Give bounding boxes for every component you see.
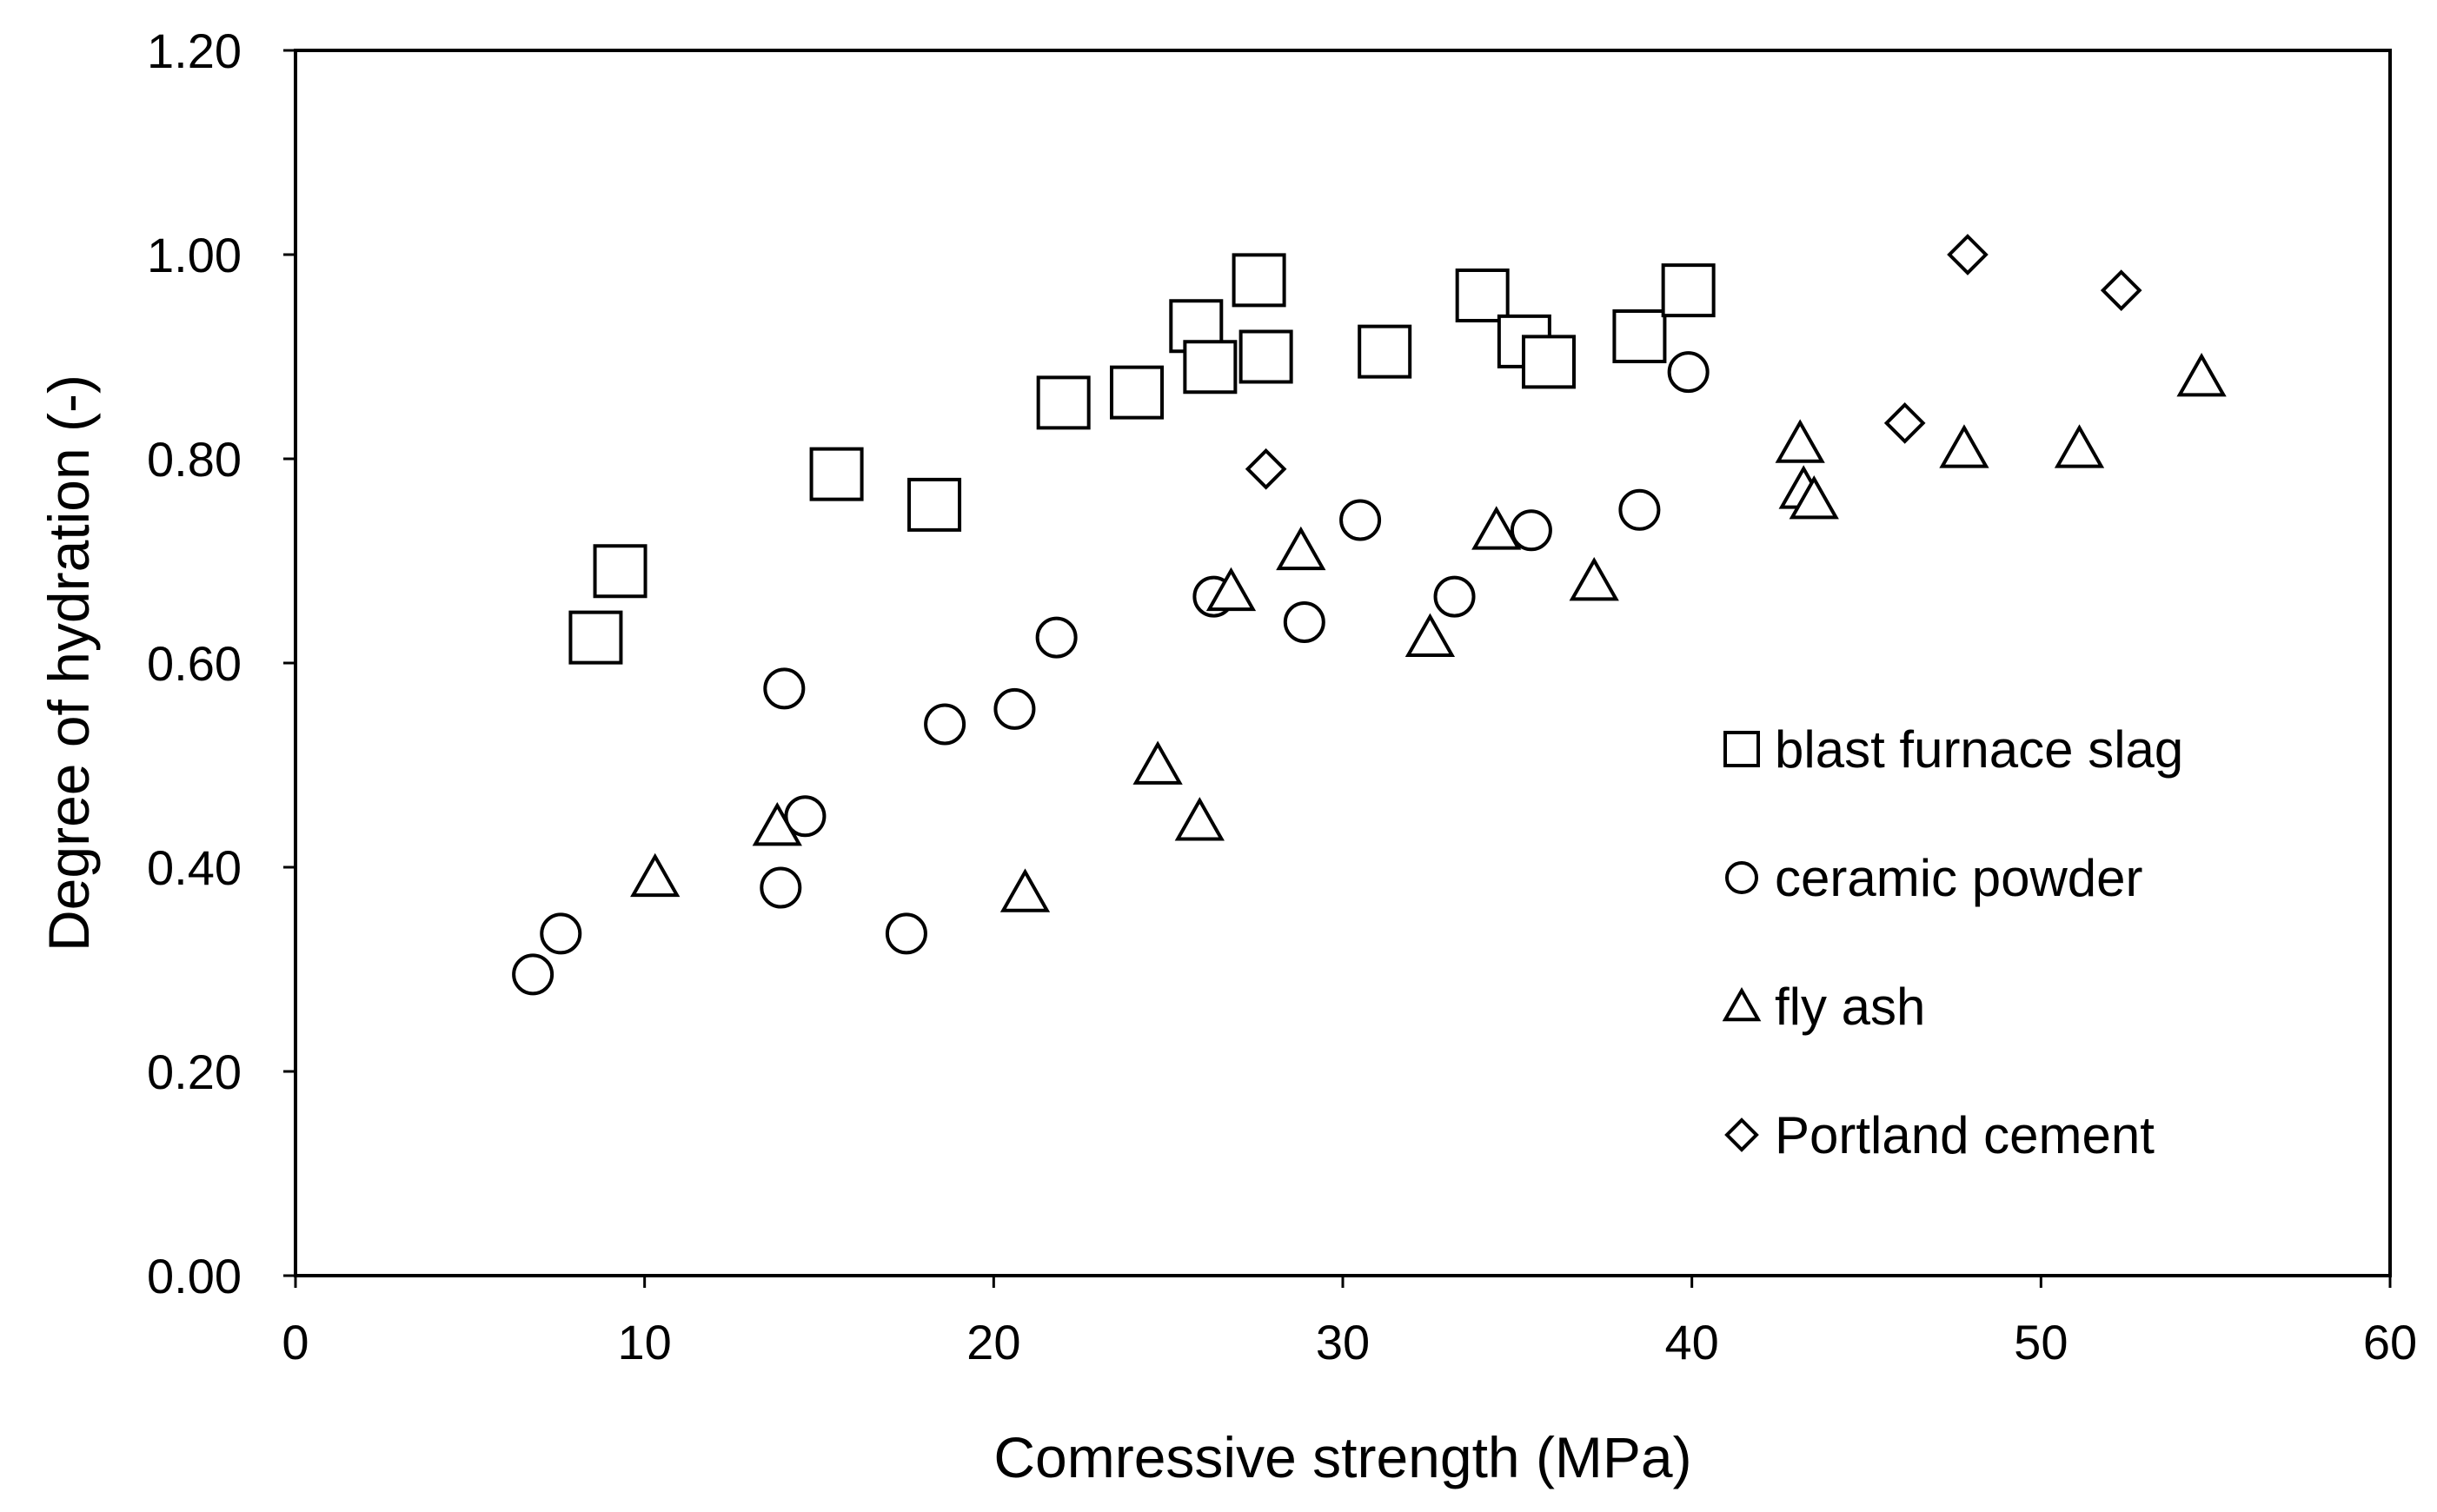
series-ceramic-powder xyxy=(512,351,1710,996)
y-tick-label: 0.40 xyxy=(147,840,242,895)
data-point-circle xyxy=(1510,509,1552,552)
data-point-triangle xyxy=(1174,797,1225,841)
series-blast-furnace-slag xyxy=(568,253,1716,665)
data-point-circle xyxy=(760,866,802,909)
data-point-circle xyxy=(1618,488,1661,531)
data-point-diamond xyxy=(1883,402,1926,444)
series-fly-ash xyxy=(630,352,2227,912)
data-point-triangle xyxy=(1939,424,1989,468)
data-point-square xyxy=(568,610,623,665)
axis-ticks: 0 10 20 30 40 50 60 0.00 0.20 0.40 0.60 0.80 1.00 1.2… xyxy=(147,23,2417,1369)
x-tick-label: 20 xyxy=(966,1315,1020,1369)
y-tick-label: 1.00 xyxy=(147,228,242,282)
x-tick-label: 10 xyxy=(618,1315,672,1369)
data-point-circle xyxy=(784,795,827,838)
y-tick-label: 0.80 xyxy=(147,432,242,487)
data-point-triangle xyxy=(2176,352,2227,397)
data-point-triangle xyxy=(1132,740,1183,785)
data-point-triangle xyxy=(752,801,802,846)
x-tick-label: 0 xyxy=(282,1315,309,1369)
legend-marker-square xyxy=(1723,731,1760,767)
data-point-square xyxy=(809,447,864,501)
data-point-circle xyxy=(512,953,554,996)
data-point-square xyxy=(1358,324,1412,379)
data-point-square xyxy=(1232,253,1286,308)
data-point-triangle xyxy=(630,852,681,898)
data-point-square xyxy=(1521,335,1576,389)
data-points xyxy=(512,234,2227,996)
data-point-circle xyxy=(885,912,927,955)
data-point-triangle xyxy=(1775,419,1825,463)
x-tick-label: 50 xyxy=(2014,1315,2068,1369)
y-tick-label: 0.00 xyxy=(147,1249,242,1303)
y-tick-label: 0.60 xyxy=(147,636,242,691)
legend-marker-diamond xyxy=(1724,1117,1759,1152)
data-point-triangle xyxy=(1471,506,1522,550)
y-tick-label: 1.20 xyxy=(147,23,242,78)
data-point-circle xyxy=(993,687,1036,730)
y-axis-title: Degree of hydration (-) xyxy=(37,375,101,952)
series-portland-cement xyxy=(1245,234,2142,490)
legend-label: blast furnace slag xyxy=(1775,720,2183,779)
x-tick-label: 30 xyxy=(1316,1315,1370,1369)
y-tick-label: 0.20 xyxy=(147,1044,242,1099)
data-point-square xyxy=(1612,309,1667,363)
data-point-diamond xyxy=(1947,234,1989,275)
data-point-square xyxy=(1455,269,1510,322)
data-point-square xyxy=(1036,375,1091,430)
data-point-triangle xyxy=(1205,567,1257,612)
x-tick-label: 60 xyxy=(2363,1315,2417,1369)
data-point-circle xyxy=(763,667,806,710)
data-point-square xyxy=(1183,340,1238,395)
legend-marker-circle xyxy=(1725,861,1758,894)
data-point-triangle xyxy=(1276,526,1326,571)
x-tick-label: 40 xyxy=(1665,1315,1719,1369)
data-point-triangle xyxy=(2054,424,2105,468)
data-point-square xyxy=(1661,263,1716,318)
legend-label: Portland cement xyxy=(1775,1106,2155,1164)
data-point-square xyxy=(1110,365,1165,420)
x-axis-title: Comressive strength (MPa) xyxy=(993,1425,1691,1489)
data-point-triangle xyxy=(1789,474,1839,520)
data-point-diamond xyxy=(1245,448,1287,490)
data-point-diamond xyxy=(2100,269,2142,311)
data-point-circle xyxy=(1667,351,1710,394)
data-point-triangle xyxy=(999,868,1051,912)
data-point-square xyxy=(593,544,647,599)
data-point-circle xyxy=(1283,601,1325,643)
data-point-triangle xyxy=(1569,556,1619,601)
legend-marker-triangle xyxy=(1722,986,1762,1022)
data-point-circle xyxy=(924,703,966,746)
legend-label: fly ash xyxy=(1775,978,1925,1036)
data-point-circle xyxy=(1339,499,1382,541)
legend-label: ceramic powder xyxy=(1775,849,2143,907)
legend: blast furnace slag ceramic powder fly ash P… xyxy=(1722,720,2183,1164)
data-point-circle xyxy=(1035,616,1078,659)
data-point-triangle xyxy=(1404,613,1456,658)
data-point-square xyxy=(907,477,962,532)
data-point-square xyxy=(1238,329,1293,384)
data-point-circle xyxy=(540,912,582,955)
data-point-circle xyxy=(1433,575,1476,618)
